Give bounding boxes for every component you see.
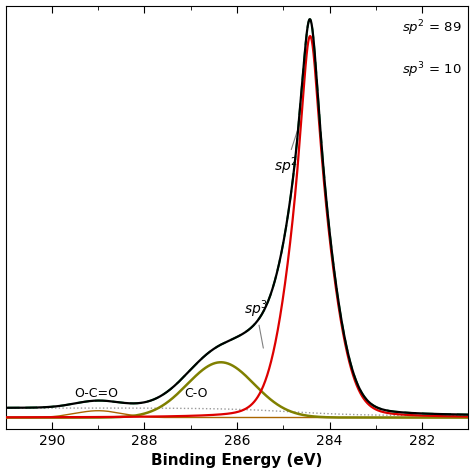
Text: O-C=O: O-C=O [74,387,118,400]
X-axis label: Binding Energy (eV): Binding Energy (eV) [151,454,323,468]
Text: $sp^2$: $sp^2$ [274,123,300,177]
Text: $sp^2$ = 89: $sp^2$ = 89 [402,18,462,38]
Text: $sp^3$ = 10: $sp^3$ = 10 [402,61,462,80]
Text: $sp^3$: $sp^3$ [244,298,268,348]
Text: C-O: C-O [184,387,207,400]
